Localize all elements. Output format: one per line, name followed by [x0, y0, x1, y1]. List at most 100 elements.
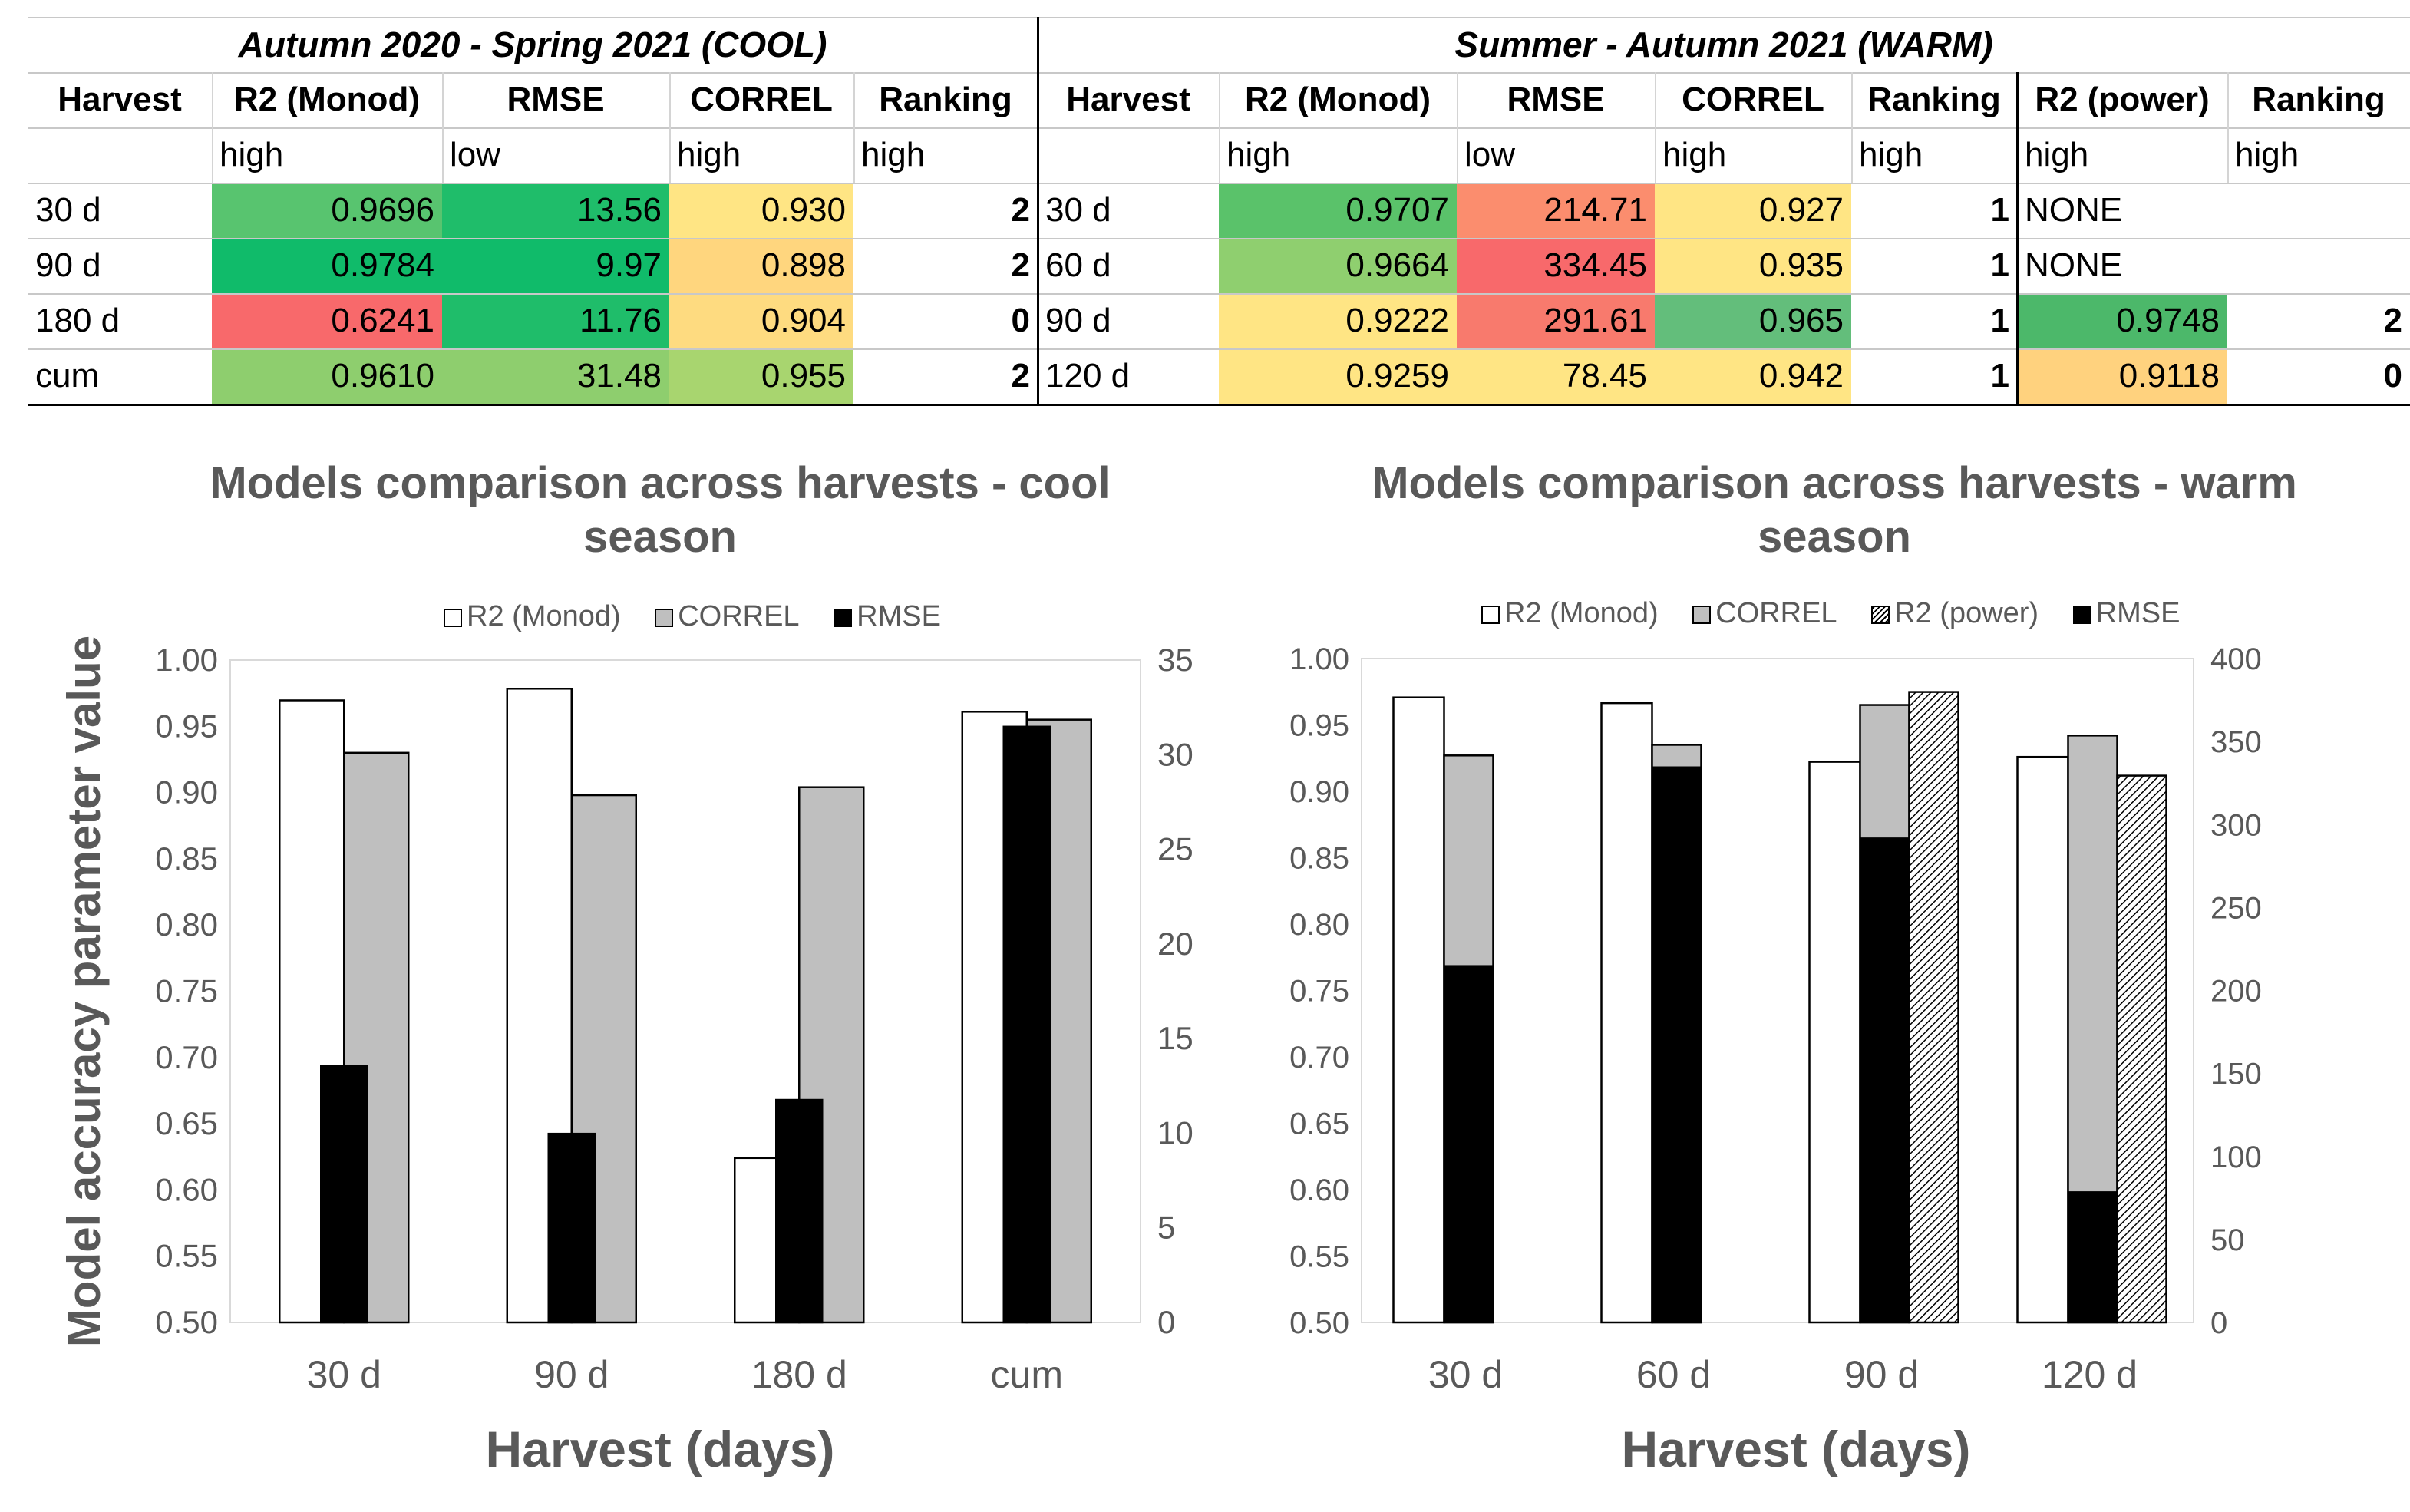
warm-chart-legend: R2 (Monod) CORREL R2 (power) RMSE [1481, 597, 2206, 630]
col-header-r2-monod-warm: R2 (Monod) [1245, 81, 1431, 118]
cell-ranking-warm: 1 [1990, 357, 2009, 395]
cell-correl-cool: 0.898 [669, 238, 853, 293]
cell-correl-warm: 0.942 [1655, 348, 1851, 404]
y-tick-label: 0.50 [155, 1304, 218, 1340]
y2-tick-label: 30 [1157, 736, 1193, 772]
cell-r2-power-warm: NONE [2025, 191, 2123, 229]
cell-harvest-cool: cum [35, 357, 100, 395]
cell-harvest-warm: 120 d [1045, 357, 1131, 395]
cell-r2-monod-cool: 0.6241 [212, 293, 442, 348]
x-tick-label: 30 d [307, 1353, 381, 1396]
cell-rmse-cool: 31.48 [442, 348, 669, 404]
criterion-harvest-cool [28, 127, 212, 183]
y-tick-label: 0.90 [1289, 775, 1349, 809]
y-tick-label: 0.55 [1289, 1240, 1349, 1274]
legend-correl: CORREL [1692, 597, 1837, 630]
cell-ranking-cool: 0 [1011, 302, 1030, 339]
cell-harvest-warm: 60 d [1045, 246, 1111, 284]
col-header-ranking-warm: Ranking [1867, 81, 2001, 118]
y-tick-label: 0.80 [155, 906, 218, 943]
y-tick-label: 0.70 [1289, 1041, 1349, 1075]
criterion-ranking-cool: high [861, 136, 926, 173]
bar-r2-power [2116, 774, 2167, 1324]
y-tick-label: 0.65 [155, 1105, 218, 1141]
bar-rmse [2068, 1191, 2118, 1324]
cell-r2-power-warm: 0.9118 [2017, 348, 2227, 404]
criterion-r2-power-warm: high [2025, 136, 2089, 173]
cell-r2-monod-cool: 0.9696 [212, 183, 442, 238]
col-header-rmse-warm: RMSE [1507, 81, 1605, 118]
cool-season-title: Autumn 2020 - Spring 2021 (COOL) [238, 25, 827, 64]
y-tick-label: 0.80 [1289, 908, 1349, 942]
bar-r2-power [1908, 691, 1959, 1324]
cell-ranking-warm: 1 [1990, 246, 2009, 284]
y2-tick-label: 20 [1157, 926, 1193, 962]
y2-tick-label: 350 [2210, 725, 2262, 759]
col-header-harvest-warm: Harvest [1066, 81, 1190, 118]
col-header-ranking-cool: Ranking [879, 81, 1012, 118]
legend-r2-monod: R2 (Monod) [1481, 597, 1659, 630]
legend-rmse: RMSE [2072, 597, 2180, 630]
legend-correl: CORREL [655, 600, 800, 633]
y2-tick-label: 25 [1157, 831, 1193, 867]
y-tick-label: 0.60 [155, 1171, 218, 1207]
cell-ranking-warm: 2 [2383, 302, 2402, 339]
criterion-rmse-warm: low [1464, 136, 1516, 173]
cell-harvest-cool: 30 d [35, 191, 101, 229]
bar-rmse [547, 1132, 596, 1324]
y2-tick-label: 5 [1157, 1210, 1175, 1246]
bar-r2-monod [1808, 761, 1861, 1324]
y2-tick-label: 250 [2210, 891, 2262, 925]
legend-r2-monod: R2 (Monod) [444, 600, 621, 633]
cell-ranking-warm: 0 [2383, 357, 2402, 395]
cool-chart-plot: 1.00 0.95 0.90 0.85 0.80 0.75 0.70 0.65 0.60 0.55… [58, 636, 1193, 1396]
cell-correl-cool: 0.904 [669, 293, 853, 348]
cool-chart-title: Models comparison across harvests - cool… [210, 458, 1111, 562]
table-grid [1219, 72, 1220, 183]
plot-frame [1361, 658, 2194, 1323]
criterion-correl-cool: high [677, 136, 741, 173]
col-header-ranking-warm: Ranking [2252, 81, 2385, 118]
table-grid [1655, 72, 1656, 183]
y-tick-label: 0.90 [155, 774, 218, 810]
cell-correl-cool: 0.955 [669, 348, 853, 404]
legend-r2-power: R2 (power) [1871, 597, 2039, 630]
table-rule [28, 293, 2410, 295]
cell-correl-warm: 0.965 [1655, 293, 1851, 348]
y2-tick-label: 150 [2210, 1058, 2262, 1091]
col-header-harvest-cool: Harvest [58, 81, 182, 118]
y-tick-label: 0.70 [155, 1039, 218, 1075]
cell-ranking-warm: 1 [1990, 302, 2009, 339]
y-tick-label: 1.00 [155, 642, 218, 678]
plot-frame [229, 659, 1141, 1323]
criterion-ranking-warm: high [1859, 136, 1923, 173]
x-tick-label: cum [991, 1353, 1063, 1396]
y2-tick-label: 0 [1157, 1304, 1175, 1340]
cell-r2-power-warm: NONE [2025, 246, 2123, 284]
y-tick-label: 0.60 [1289, 1174, 1349, 1207]
x-tick-label: 120 d [2042, 1353, 2138, 1396]
cell-ranking-warm: 1 [1990, 191, 2009, 229]
cell-ranking-cool: 2 [1011, 357, 1030, 395]
criterion-correl-warm: high [1662, 136, 1727, 173]
cell-r2-monod-warm: 0.9259 [1219, 348, 1457, 404]
warm-season-chart: Models comparison across harvests - warm… [1197, 430, 2410, 1512]
y-tick-label: 0.95 [155, 708, 218, 744]
x-tick-label: 60 d [1636, 1353, 1711, 1396]
y-tick-label: 0.65 [1289, 1108, 1349, 1141]
table-grid [442, 72, 444, 183]
y2-tick-label: 0 [2210, 1306, 2227, 1340]
bar-rmse [1860, 837, 1910, 1324]
bar-rmse [775, 1098, 824, 1324]
criterion-r2-monod-warm: high [1226, 136, 1291, 173]
warm-chart-xlabel: Harvest (days) [1621, 1421, 1971, 1477]
bar-rmse [1444, 965, 1494, 1324]
table-rule [28, 183, 2410, 184]
bar-rmse [1002, 725, 1051, 1324]
cell-rmse-warm: 334.45 [1457, 238, 1655, 293]
warm-chart-title: Models comparison across harvests - warm… [1372, 458, 2297, 562]
y2-tick-label: 100 [2210, 1141, 2262, 1174]
y-axis-label: Model accuracy parameter value [58, 636, 110, 1347]
cell-r2-power-warm: 0.9748 [2017, 293, 2227, 348]
cell-rmse-warm: 291.61 [1457, 293, 1655, 348]
